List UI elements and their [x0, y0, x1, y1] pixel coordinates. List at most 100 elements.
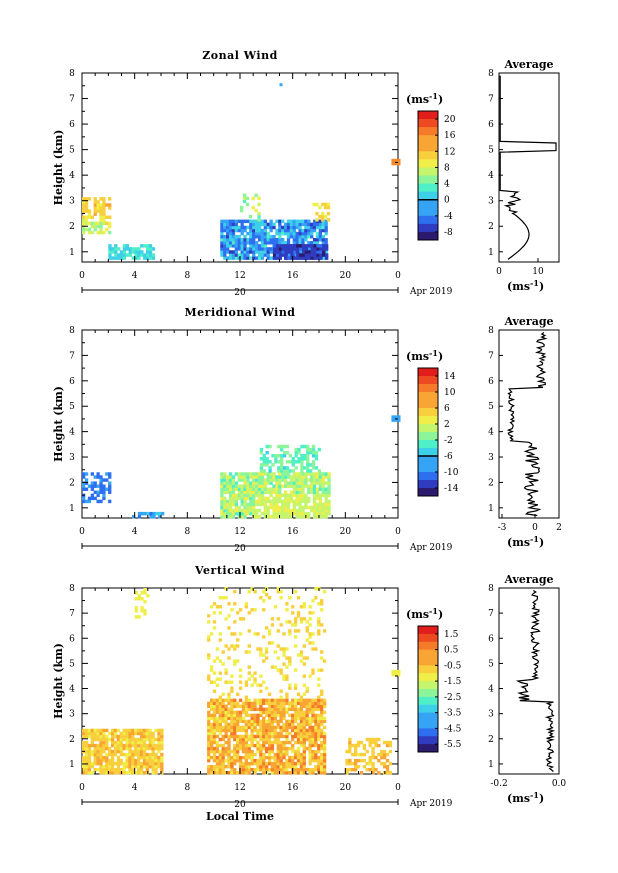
heatmap-cell [90, 496, 94, 501]
heatmap-cell [218, 677, 222, 681]
heatmap-cell [322, 731, 327, 736]
heatmap-cell [293, 767, 298, 772]
x-tick-label: 20 [340, 271, 352, 281]
heatmap-cell [286, 484, 291, 488]
heatmap-cell [158, 511, 162, 516]
heatmap-cell [220, 222, 224, 227]
heatmap-cell [305, 734, 309, 739]
heatmap-cell [134, 247, 138, 251]
heatmap-cell [231, 225, 236, 230]
heatmap-cell [263, 234, 267, 239]
heatmap-cell [296, 253, 300, 257]
heatmap-cell [84, 734, 89, 739]
heatmap-cell [301, 505, 305, 510]
heatmap-cell [312, 493, 317, 498]
heatmap-cell [99, 740, 103, 745]
heatmap-cell [111, 247, 115, 251]
heatmap-cell [278, 256, 283, 260]
heatmap-cell [142, 728, 147, 733]
heatmap-cell [288, 770, 292, 775]
average-y-tick-label: 3 [488, 710, 494, 720]
colorbar-tick-label: -14 [444, 484, 459, 494]
heatmap-cell [288, 656, 292, 660]
heatmap-cell [253, 743, 257, 748]
heatmap-cell [252, 484, 256, 488]
heatmap-cell [320, 602, 324, 606]
heatmap-cell [311, 444, 316, 449]
heatmap-cell [160, 764, 164, 769]
heatmap-cell [99, 475, 103, 479]
heatmap-cell [301, 256, 306, 260]
heatmap-cell [250, 740, 254, 745]
heatmap-cell [320, 758, 324, 763]
heatmap-cell [224, 719, 228, 724]
heatmap-cell [148, 731, 152, 736]
heatmap-cell [252, 490, 256, 495]
heatmap-cell [270, 722, 275, 727]
heatmap-cell [139, 761, 144, 766]
heatmap-cell [224, 758, 228, 763]
heatmap-cell [220, 244, 224, 248]
heatmap-cell [315, 478, 320, 482]
heatmap-cell [212, 752, 217, 757]
heatmap-cell [311, 752, 315, 757]
heatmap-cell [227, 707, 231, 712]
heatmap-cell [293, 683, 298, 687]
heatmap-cell [308, 635, 312, 639]
heatmap-cell [314, 764, 318, 769]
heatmap-cell [233, 770, 237, 775]
heatmap-cell [285, 767, 289, 772]
heatmap-cell [316, 253, 320, 257]
heatmap-cell [113, 770, 118, 775]
average-y-tick-label: 2 [488, 735, 494, 745]
heatmap-cell [257, 490, 262, 495]
heatmap-cell [296, 244, 300, 248]
heatmap-cell [293, 716, 298, 721]
heatmap-cell [274, 460, 278, 464]
heatmap-cell [382, 764, 387, 769]
heatmap-cell [233, 725, 237, 730]
heatmap-cell [285, 737, 289, 742]
heatmap-cell [108, 490, 112, 495]
heatmap-cell [122, 746, 126, 751]
heatmap-cell [119, 740, 123, 745]
heatmap-cell [207, 752, 211, 757]
y-tick-label: 5 [69, 146, 75, 156]
heatmap-cell [312, 508, 317, 513]
heatmap-cell [296, 698, 301, 703]
heatmap-cell [391, 161, 395, 166]
heatmap-cell [227, 734, 231, 739]
heatmap-cell [220, 499, 224, 504]
heatmap-cell [241, 767, 246, 772]
heatmap-cell [281, 237, 285, 242]
heatmap-cell [308, 767, 312, 772]
heatmap-cell [270, 740, 275, 745]
heatmap-cell [301, 481, 305, 485]
heatmap-cell [291, 734, 295, 739]
heatmap-cell [139, 728, 144, 733]
heatmap-cell [282, 647, 286, 651]
heatmap-cell [223, 496, 227, 501]
heatmap-cell [315, 211, 319, 216]
heatmap-cell [282, 713, 286, 718]
heatmap-cell [270, 710, 275, 715]
heatmap-cell [295, 222, 299, 227]
heatmap-cell [99, 755, 103, 760]
heatmap-cell [296, 250, 300, 254]
heatmap-cell [260, 256, 265, 260]
heatmap-cell [233, 659, 237, 663]
heatmap-cell [280, 466, 284, 470]
heatmap-cell [321, 505, 325, 510]
colorbar-swatch [418, 223, 438, 233]
heatmap-cell [84, 200, 89, 204]
heatmap-cell [322, 758, 327, 763]
heatmap-cell [301, 250, 306, 254]
heatmap-cell [276, 586, 280, 591]
heatmap-cell [245, 196, 250, 201]
heatmap-cell [93, 749, 97, 754]
heatmap-cell [87, 197, 92, 201]
heatmap-cell [296, 629, 301, 633]
heatmap-cell [236, 701, 240, 706]
heatmap-cell [93, 755, 97, 760]
heatmap-cell [316, 244, 320, 248]
